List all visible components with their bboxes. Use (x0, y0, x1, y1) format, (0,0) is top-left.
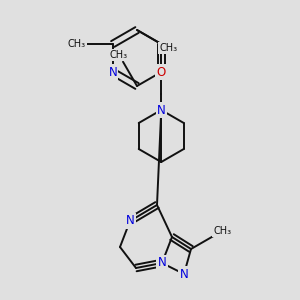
Text: N: N (126, 214, 134, 227)
Text: N: N (158, 256, 166, 269)
Text: N: N (180, 268, 188, 281)
Text: N: N (157, 103, 166, 116)
Text: N: N (108, 65, 117, 79)
Text: CH₃: CH₃ (159, 43, 177, 53)
Text: CH₃: CH₃ (68, 39, 86, 49)
Text: CH₃: CH₃ (110, 50, 128, 60)
Text: N: N (157, 65, 166, 79)
Text: O: O (157, 65, 166, 79)
Text: CH₃: CH₃ (213, 226, 231, 236)
